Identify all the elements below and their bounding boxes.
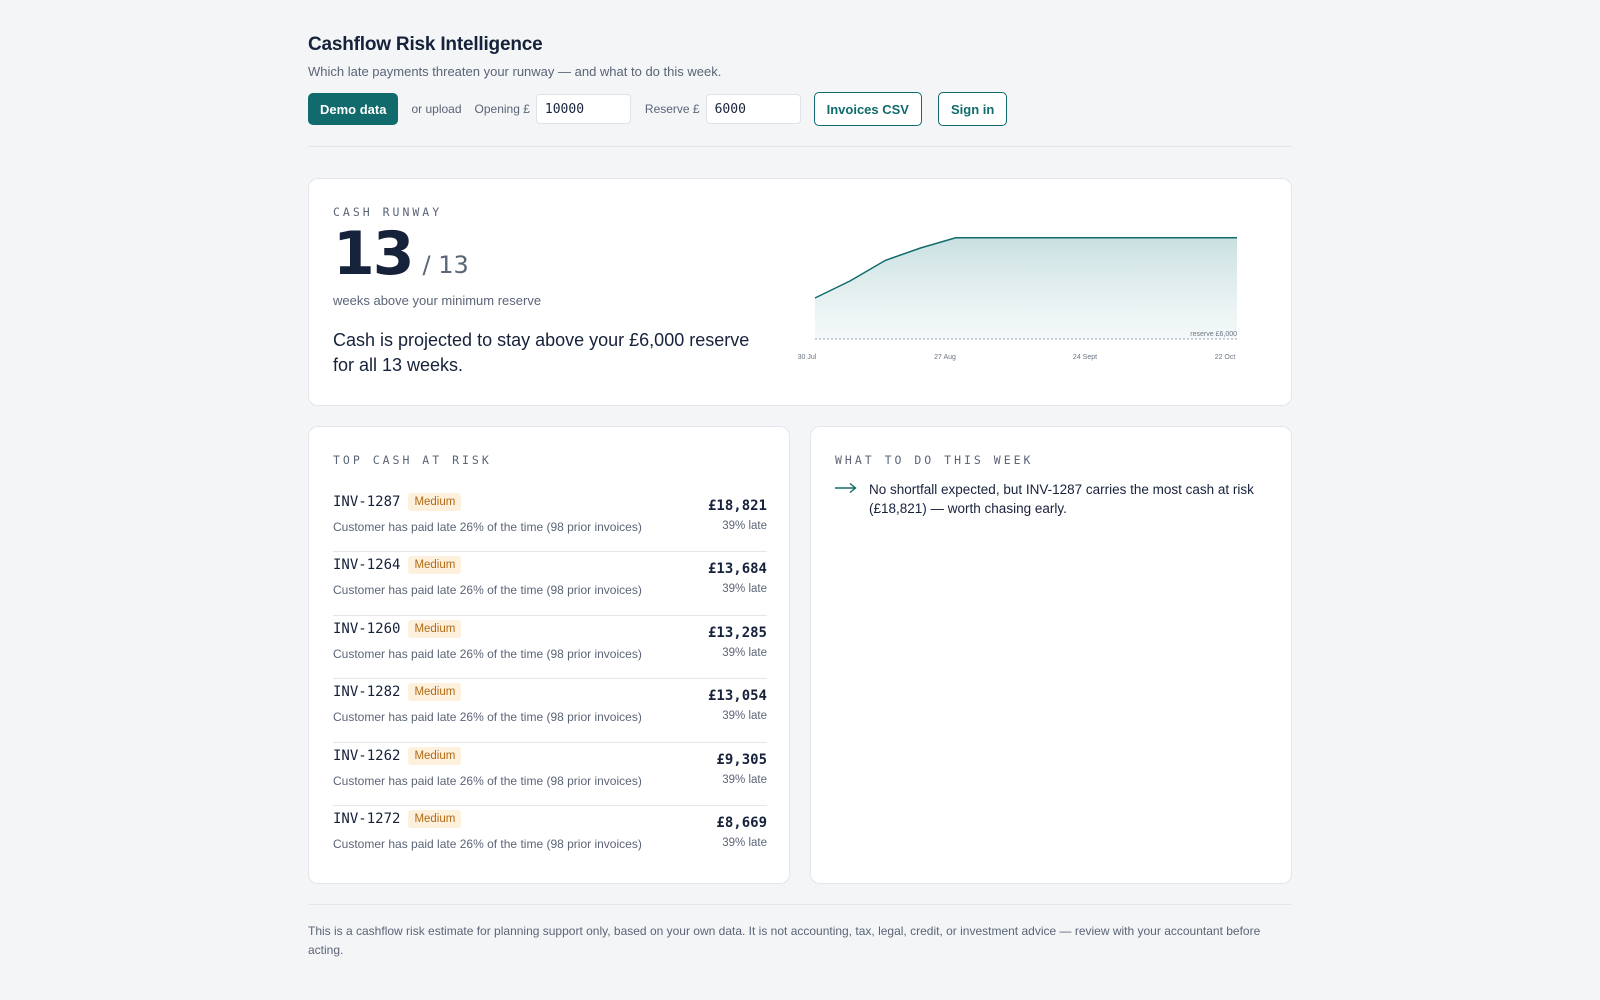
or-upload-label: or upload <box>411 102 462 116</box>
toolbar: Demo data or upload Opening £ Reserve £ … <box>308 92 1292 126</box>
risk-eyebrow: TOP CASH AT RISK <box>333 453 492 467</box>
chart-x-ticks: 30 Jul 27 Aug 24 Sept 22 Oct <box>798 354 1236 361</box>
arrow-right-icon <box>835 481 859 518</box>
what-to-do-card: WHAT TO DO THIS WEEK No shortfall expect… <box>810 426 1292 884</box>
invoice-id: INV-1287 <box>333 494 401 510</box>
risk-amount: £13,684 <box>707 561 767 578</box>
cash-runway-card: CASH RUNWAY 13 / 13 weeks above your min… <box>308 178 1292 406</box>
risk-reason: Customer has paid late 26% of the time (… <box>333 646 642 661</box>
risk-amount: £8,669 <box>716 814 767 831</box>
reserve-label: Reserve £ <box>644 102 700 116</box>
todo-action: No shortfall expected, but INV-1287 carr… <box>835 481 1269 518</box>
risk-list: INV-1287 Medium Customer has paid late 26… <box>333 489 767 869</box>
risk-late-probability: 39% late <box>722 773 767 786</box>
risk-reason: Customer has paid late 26% of the time (… <box>333 520 642 534</box>
risk-level-badge: Medium <box>408 746 462 765</box>
risk-list-item[interactable]: INV-1262 Medium Customer has paid late 26… <box>333 743 767 806</box>
risk-level-badge: Medium <box>408 619 462 638</box>
runway-weeks-total: / 13 <box>422 251 469 279</box>
opening-balance-input[interactable] <box>535 94 631 124</box>
footer-divider <box>308 904 1292 905</box>
risk-reason: Customer has paid late 26% of the time (… <box>333 710 642 725</box>
chart-series-line <box>814 237 1237 299</box>
risk-late-probability: 39% late <box>722 583 767 596</box>
todo-eyebrow: WHAT TO DO THIS WEEK <box>835 453 1034 467</box>
chart-x-tick-label: 27 Aug <box>934 354 956 361</box>
risk-list-item[interactable]: INV-1264 Medium Customer has paid late 26… <box>333 552 767 616</box>
risk-list-item[interactable]: INV-1260 Medium Customer has paid late 26… <box>333 616 767 680</box>
risk-list-item[interactable]: INV-1282 Medium Customer has paid late 26… <box>333 679 767 743</box>
risk-late-probability: 39% late <box>722 710 767 723</box>
chart-x-tick-label: 22 Oct <box>1215 354 1236 361</box>
risk-late-probability: 39% late <box>722 520 767 532</box>
app-root: Cashflow Risk Intelligence Which late pa… <box>308 34 1292 957</box>
risk-amount: £13,054 <box>707 688 767 705</box>
invoice-id: INV-1282 <box>333 684 401 701</box>
risk-level-badge: Medium <box>408 683 462 702</box>
risk-late-probability: 39% late <box>722 836 767 849</box>
risk-late-probability: 39% late <box>722 646 767 659</box>
invoices-csv-button[interactable]: Invoices CSV <box>813 92 922 126</box>
footer-disclaimer: This is a cashflow risk estimate for pla… <box>308 924 1261 957</box>
top-cash-at-risk-card: TOP CASH AT RISK INV-1287 Medium Customer… <box>308 426 790 884</box>
chart-reserve-label: reserve £6,000 <box>1190 331 1237 338</box>
runway-weeks-value: 13 <box>333 219 414 289</box>
risk-amount: £18,821 <box>707 498 767 514</box>
runway-summary: CASH RUNWAY 13 / 13 weeks above your min… <box>333 205 773 378</box>
risk-level-badge: Medium <box>408 556 462 575</box>
chart-x-tick-label: 24 Sept <box>1073 354 1097 361</box>
risk-list-item[interactable]: INV-1287 Medium Customer has paid late 26… <box>333 489 767 553</box>
risk-reason: Customer has paid late 26% of the time (… <box>333 583 642 598</box>
reserve-input[interactable] <box>705 94 801 124</box>
risk-amount: £9,305 <box>716 751 767 768</box>
app-subtitle: Which late payments threaten your runway… <box>308 64 722 79</box>
runway-eyebrow: CASH RUNWAY <box>333 205 443 219</box>
runway-chart: reserve £6,000 30 Jul 27 Aug 24 Sept 22 Oct <box>798 237 1237 361</box>
app-title: Cashflow Risk Intelligence <box>308 34 543 55</box>
runway-weeks-row: 13 / 13 <box>333 219 773 289</box>
risk-level-badge: Medium <box>408 493 462 511</box>
risk-list-item[interactable]: INV-1272 Medium Customer has paid late 26… <box>333 806 767 869</box>
header-divider <box>308 146 1292 147</box>
invoice-id: INV-1262 <box>333 747 401 764</box>
chart-x-tick-label: 30 Jul <box>798 354 817 361</box>
opening-balance-label: Opening £ <box>474 102 530 116</box>
invoice-id: INV-1260 <box>333 620 401 637</box>
risk-level-badge: Medium <box>408 809 462 828</box>
runway-caption: weeks above your minimum reserve <box>333 293 542 308</box>
risk-reason: Customer has paid late 26% of the time (… <box>333 773 642 788</box>
todo-action-text: No shortfall expected, but INV-1287 carr… <box>869 482 1254 516</box>
risk-amount: £13,285 <box>707 624 767 641</box>
risk-reason: Customer has paid late 26% of the time (… <box>333 836 642 851</box>
runway-statement: Cash is projected to stay above your £6,… <box>333 330 750 375</box>
invoice-id: INV-1272 <box>333 810 401 827</box>
invoice-id: INV-1264 <box>333 557 401 574</box>
chart-area-fill <box>815 237 1237 339</box>
demo-data-button[interactable]: Demo data <box>308 93 399 125</box>
sign-in-button[interactable]: Sign in <box>937 92 1008 126</box>
